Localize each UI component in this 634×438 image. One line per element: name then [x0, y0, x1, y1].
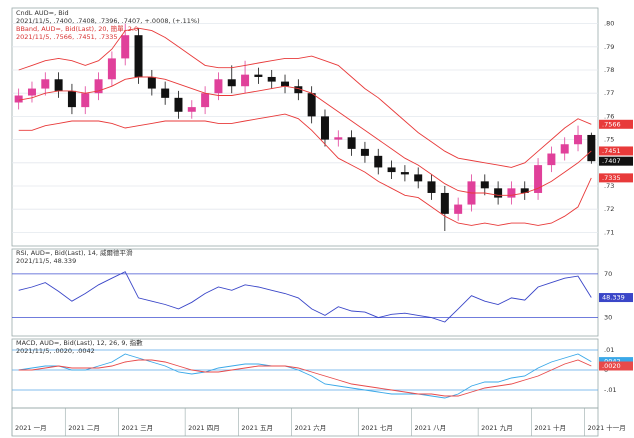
indicator-line — [18, 353, 592, 399]
y-tick-label: .79 — [604, 43, 614, 51]
candle-body — [307, 93, 316, 117]
y-tick-label: .77 — [604, 89, 614, 97]
y-tick-label: .73 — [604, 182, 614, 190]
y-tick-label: 30 — [604, 314, 612, 322]
candle-body — [494, 188, 503, 198]
y-tick-label: .71 — [604, 228, 614, 236]
indicator-line — [18, 359, 592, 397]
candle-body — [54, 79, 63, 91]
indicator-line — [18, 271, 592, 323]
y-tick-label: .80 — [604, 20, 614, 28]
x-tick-label: 2021 四月 — [188, 424, 220, 432]
price-panel — [11, 7, 599, 247]
bollinger-band — [18, 27, 592, 168]
y-tick-label: -.01 — [604, 386, 617, 394]
x-tick-label: 2021 三月 — [122, 424, 154, 432]
candle-body — [107, 58, 116, 80]
candle-body — [334, 137, 343, 140]
candle-body — [587, 134, 596, 162]
candle-body — [14, 95, 23, 103]
x-tick-label: 2021 六月 — [295, 423, 327, 432]
candle-body — [227, 79, 236, 87]
candle-body — [414, 174, 423, 182]
candle-body — [27, 88, 36, 96]
value-label: .0020 — [602, 362, 621, 370]
candle-body — [254, 74, 263, 77]
candle-body — [480, 181, 489, 189]
y-tick-label: .01 — [604, 346, 614, 354]
panel-title: CndL AUD=, Bid — [16, 9, 69, 17]
candle-body — [161, 88, 170, 98]
value-label-box — [599, 173, 633, 183]
panel-annotation-values: 2021/11/5, .7566, .7451, .7335 — [16, 33, 118, 41]
candle-body — [387, 167, 396, 173]
value-label: .7451 — [602, 147, 621, 155]
candle-body — [67, 90, 76, 108]
value-label: .7407 — [602, 157, 621, 165]
x-tick-label: 2021 九月 — [481, 423, 513, 432]
panel-subtitle: 2021/11/5, .0020, .0042 — [16, 347, 95, 355]
candle-body — [534, 165, 543, 193]
candle-body — [347, 137, 356, 149]
candle-body — [134, 35, 143, 77]
x-tick-label: 2021 十一月 — [588, 423, 626, 432]
value-label-box — [599, 146, 633, 156]
candle-body — [374, 155, 383, 168]
panel-subtitle: 2021/11/5, 48.339 — [16, 257, 76, 265]
x-tick-label: 2021 七月 — [361, 423, 393, 432]
x-tick-label: 2021 二月 — [68, 424, 100, 432]
candle-body — [560, 144, 569, 154]
candle-body — [294, 86, 303, 94]
panel-annotation: BBand, AUD=, Bid(Last), 20, 簡單, 2.0 — [16, 24, 138, 33]
value-label: .7566 — [602, 120, 621, 128]
y-tick-label: 70 — [604, 270, 612, 278]
candle-body — [147, 76, 156, 89]
value-label-box — [599, 361, 633, 371]
candle-body — [454, 204, 463, 214]
y-tick-label: .72 — [604, 205, 614, 213]
candle-body — [400, 172, 409, 175]
candle-body — [360, 148, 369, 156]
candle-body — [547, 153, 556, 166]
candle-body — [201, 93, 210, 108]
candle-body — [214, 79, 223, 94]
value-label: .7335 — [602, 174, 621, 182]
panel-title: MACD, AUD=, Bid(Last), 12, 26, 9, 指數 — [16, 338, 143, 347]
panel-subtitle: 2021/11/5, .7400, .7408, .7396, .7407, +… — [16, 17, 200, 25]
rsi-panel — [11, 248, 599, 337]
candle-body — [440, 192, 449, 214]
y-tick-label: .75 — [604, 136, 614, 144]
value-label-box — [599, 293, 633, 303]
candle-body — [507, 188, 516, 198]
panel-title: RSI, AUD=, Bid(Last), 14, 威爾德平滑 — [16, 248, 133, 257]
candle-body — [267, 76, 276, 82]
bollinger-band — [18, 76, 592, 196]
value-label-box — [599, 156, 633, 166]
candle-body — [281, 81, 290, 87]
y-tick-label: .78 — [604, 66, 614, 74]
candle-body — [121, 35, 130, 59]
candle-body — [320, 116, 329, 140]
candle-body — [94, 79, 103, 94]
candle-body — [81, 93, 90, 108]
x-tick-label: 2021 一月 — [15, 424, 47, 432]
value-label-box — [599, 119, 633, 129]
x-tick-label: 2021 八月 — [415, 424, 447, 432]
candle-body — [520, 188, 529, 193]
bollinger-band — [18, 113, 592, 226]
x-tick-label: 2021 十月 — [534, 423, 566, 432]
candle-body — [574, 134, 583, 145]
x-tick-label: 2021 五月 — [241, 424, 273, 432]
value-label: 48.339 — [602, 294, 625, 302]
candle-body — [174, 97, 183, 112]
y-tick-label: .76 — [604, 112, 614, 120]
candle-body — [241, 74, 250, 87]
candle-body — [187, 107, 196, 112]
candle-body — [427, 181, 436, 193]
candle-body — [41, 79, 50, 89]
